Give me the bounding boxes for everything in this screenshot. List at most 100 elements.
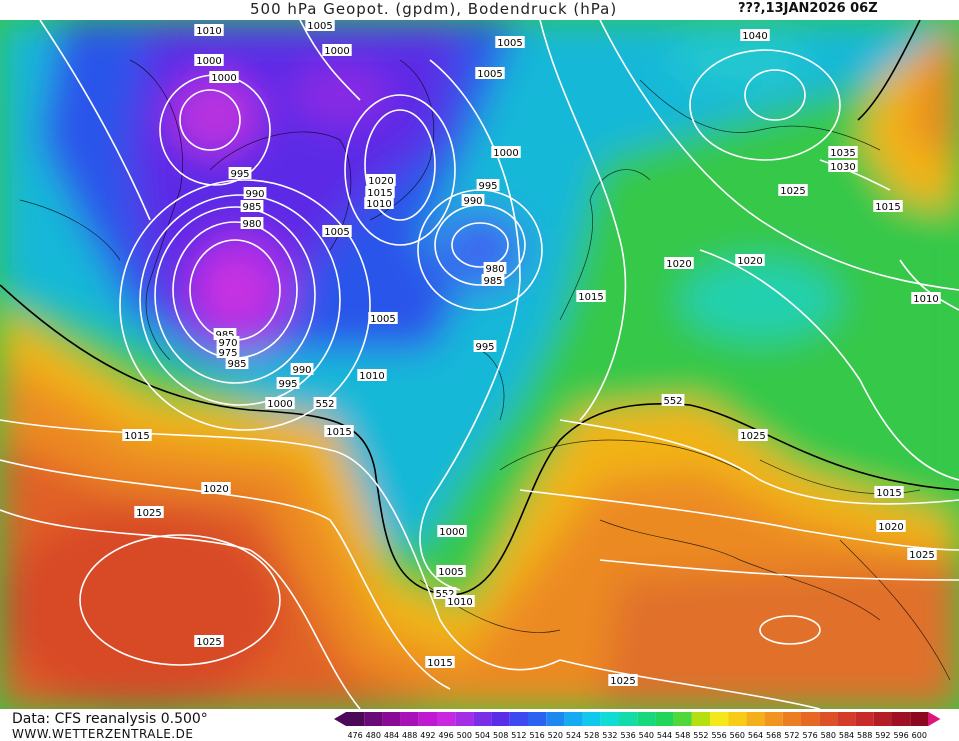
- legend-tick-label: 580: [821, 731, 836, 740]
- svg-text:985: 985: [483, 276, 502, 287]
- isobar-label: 1005: [305, 20, 335, 32]
- legend-tick-label: 492: [420, 731, 435, 740]
- isobar-label: 1025: [907, 548, 937, 561]
- svg-text:552: 552: [663, 396, 682, 407]
- legend-tick-label: 600: [912, 731, 927, 740]
- isobar-label: 1015: [873, 200, 903, 213]
- data-source-label: Data: CFS reanalysis 0.500°: [12, 711, 208, 727]
- svg-text:1000: 1000: [439, 527, 464, 538]
- legend-swatch: [746, 712, 765, 726]
- legend-swatch: [764, 712, 783, 726]
- svg-text:1000: 1000: [196, 56, 221, 67]
- legend-tick-label: 548: [675, 731, 690, 740]
- svg-text:990: 990: [463, 196, 482, 207]
- legend-tick-label: 500: [457, 731, 472, 740]
- legend-tick-label: 560: [730, 731, 745, 740]
- isobar-label: 552: [313, 397, 337, 410]
- isobar-label: 1005: [475, 67, 505, 80]
- legend-swatch: [691, 712, 710, 726]
- svg-text:980: 980: [485, 264, 504, 275]
- color-legend: 476 480 484 488 492 496 500 504 508 512 516 520 524 5…: [334, 712, 941, 740]
- isobar-label: 1000: [194, 54, 224, 67]
- legend-swatch: [782, 712, 801, 726]
- svg-text:1015: 1015: [367, 188, 392, 199]
- isobar-label: 1020: [201, 482, 231, 495]
- isobar-label: 1000: [491, 146, 521, 159]
- legend-swatch: [892, 712, 911, 726]
- isobar-label: 995: [473, 340, 497, 353]
- isobar-label: 1005: [436, 565, 466, 578]
- legend-tick-label: 532: [602, 731, 617, 740]
- legend-swatch: [873, 712, 892, 726]
- isobar-label: 975: [216, 346, 240, 359]
- isobar-label: 995: [228, 167, 252, 180]
- isobar-label: 1025: [738, 429, 768, 442]
- svg-text:1010: 1010: [913, 294, 938, 305]
- isobar-label: 1015: [425, 656, 455, 669]
- legend-swatch: [437, 712, 456, 726]
- map-canvas: 1010 1005 1000 1005 1005 1040 1000 1000 995 1000 1…: [0, 20, 959, 709]
- isobar-label: 1020: [876, 520, 906, 533]
- svg-text:552: 552: [435, 589, 454, 600]
- isobar-label: 1010: [194, 24, 224, 37]
- svg-text:1015: 1015: [578, 292, 603, 303]
- svg-text:995: 995: [478, 181, 497, 192]
- svg-text:1010: 1010: [366, 199, 391, 210]
- svg-text:1020: 1020: [203, 484, 228, 495]
- legend-tick-label: 496: [438, 731, 453, 740]
- svg-text:1025: 1025: [909, 550, 934, 561]
- svg-text:975: 975: [218, 348, 237, 359]
- svg-text:1040: 1040: [742, 31, 767, 42]
- svg-text:985: 985: [215, 330, 234, 341]
- legend-swatch: [364, 712, 383, 726]
- legend-swatch: [382, 712, 401, 726]
- svg-text:552: 552: [315, 399, 334, 410]
- svg-text:1010: 1010: [447, 597, 472, 608]
- legend-tick-label: 584: [839, 731, 854, 740]
- svg-text:995: 995: [230, 169, 249, 180]
- isobar-label: 1020: [664, 257, 694, 270]
- svg-text:1005: 1005: [497, 38, 522, 49]
- isobar-label: 1010: [364, 197, 394, 210]
- legend-arrow-left: [334, 712, 346, 726]
- legend-tick-label: 572: [784, 731, 799, 740]
- isobar-label: 1030: [828, 160, 858, 173]
- svg-text:1025: 1025: [196, 637, 221, 648]
- svg-text:1020: 1020: [737, 256, 762, 267]
- isobar-label: 1000: [437, 525, 467, 538]
- isobar-label: 1015: [324, 425, 354, 438]
- svg-text:1000: 1000: [267, 399, 292, 410]
- website-label: WWW.WETTERZENTRALE.DE: [12, 727, 194, 741]
- legend-tick-label: 520: [548, 731, 563, 740]
- svg-text:985: 985: [242, 202, 261, 213]
- legend-tick-label: 512: [511, 731, 526, 740]
- isobar-label: 1010: [911, 292, 941, 305]
- legend-tick-label: 536: [620, 731, 635, 740]
- svg-text:1015: 1015: [875, 202, 900, 213]
- legend-swatch: [910, 712, 929, 726]
- legend-swatch: [837, 712, 856, 726]
- svg-text:1020: 1020: [878, 522, 903, 533]
- svg-text:1010: 1010: [196, 26, 221, 37]
- legend-tick-label: 544: [657, 731, 672, 740]
- svg-text:1005: 1005: [307, 21, 332, 32]
- contour-552-ne-line: [857, 20, 921, 121]
- legend-swatch: [600, 712, 619, 726]
- svg-text:1005: 1005: [370, 314, 395, 325]
- isobar-label: 980: [240, 217, 264, 230]
- svg-text:1015: 1015: [326, 427, 351, 438]
- isobar-label: 990: [461, 194, 485, 207]
- isobar-label: 1010: [357, 369, 387, 382]
- svg-text:1025: 1025: [740, 431, 765, 442]
- legend-swatch: [582, 712, 601, 726]
- legend-tick-label: 568: [766, 731, 781, 740]
- svg-text:1035: 1035: [830, 148, 855, 159]
- isobar-label: 1005: [322, 225, 352, 238]
- isobar-label: 1000: [322, 44, 352, 57]
- legend-tick-label: 552: [693, 731, 708, 740]
- svg-text:980: 980: [242, 219, 261, 230]
- legend-tick-label: 476: [347, 731, 362, 740]
- legend-tick-label: 484: [384, 731, 399, 740]
- svg-text:1015: 1015: [876, 488, 901, 499]
- isobar-label: 1000: [265, 397, 295, 410]
